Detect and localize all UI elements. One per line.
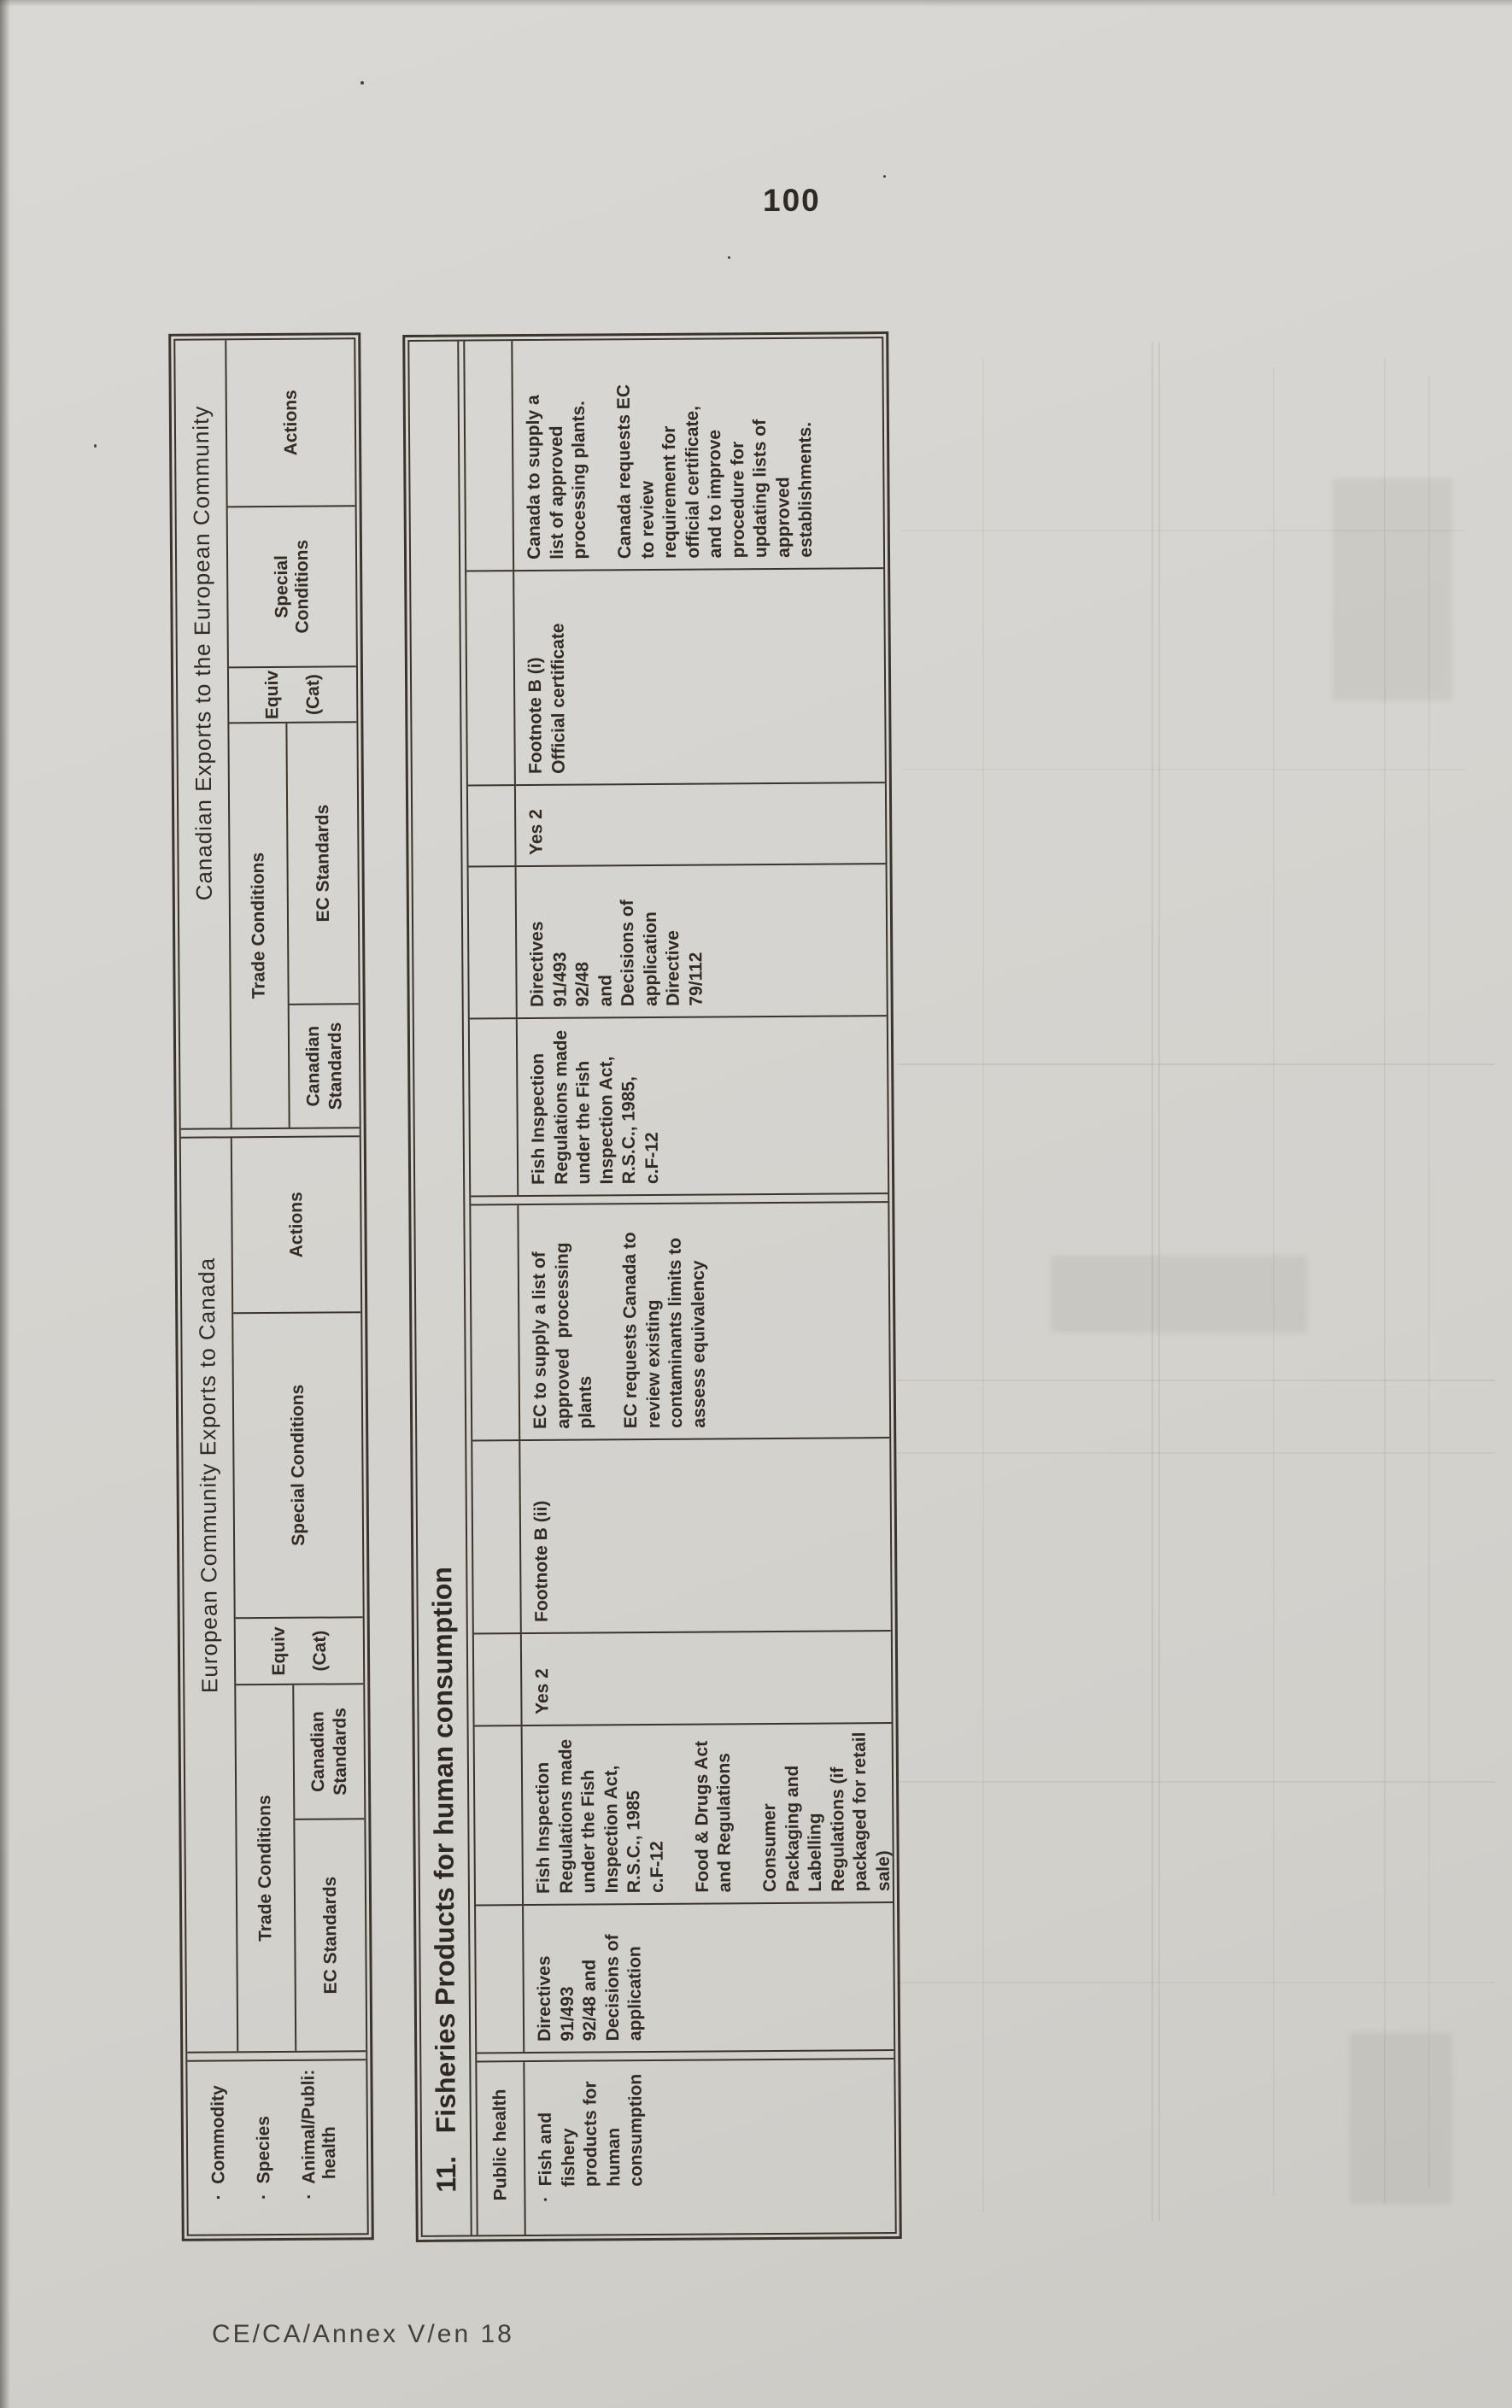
canadian-standards-header: Canadian Standards [294,1684,365,1820]
scan-edge-shadow-top [0,0,1512,7]
bleed-through-line [1158,342,1160,2221]
bleed-through-line [897,1781,1495,1783]
bleed-through-smudge [1333,478,1452,700]
special-conditions-cell: Footnote B (i) Official certificate [525,623,569,775]
ink-speck [883,175,886,178]
actions-header: Actions [226,339,355,508]
bleed-through-line [897,1063,1495,1065]
commodity-column: Public health · Fish and fishery product… [477,2059,896,2235]
cat-header: (Cat) [302,674,323,716]
footer-reference: CE/CA/Annex V/en 18 [212,2320,514,2348]
special-conditions-cell: Footnote B (ii) [530,1500,552,1622]
commodity-species-header-cell: · Commodity · Species · Animal/Publi: he… [187,2060,366,2234]
ec-standards-header: EC Standards [287,723,359,1005]
bleed-through-line [897,1452,1495,1454]
page-number: 100 [763,183,821,218]
special-conditions-column: Footnote B (ii) [472,1438,894,1635]
equiv-header-cell: Equiv (Cat) [228,667,357,724]
ca-exports-column-headers: Trade Conditions Canadian Standards EC S… [226,339,359,1128]
public-health-row-cell [465,341,515,571]
actions-column: EC to supply a list of approved processi… [471,1203,893,1442]
animal-public-health-header-label: · Animal/Publi: health [298,2069,340,2200]
equiv-column: Yes 2 [473,1632,894,1727]
public-health-row-cell [467,786,517,866]
actions-header: Actions [231,1137,361,1315]
trade-conditions-header: Trade Conditions [229,723,290,1128]
ec-standards-cell: Directives 91/493 92/48 and Decisions of… [527,899,706,1008]
bleed-through-line [1273,367,1275,2195]
equiv-header-cell: Equiv (Cat) [235,1618,364,1686]
ec-exports-title-text: European Community Exports to Canada [193,1257,222,1694]
ec-standards-column-ca: Directives 91/493 92/48 and Decisions of… [468,864,889,1020]
body-table-inner: 11. Fisheries Products for human consump… [407,337,897,2237]
equiv-column-ca: Yes 2 [467,783,888,868]
actions-cell: Canada to supply a list of approved proc… [523,384,817,560]
ca-exports-header-section: Canadian Exports to the European Communi… [175,339,359,1128]
ink-speck [728,256,730,259]
actions-column-ca: Canada to supply a list of approved proc… [465,338,887,572]
canadian-standards-column-ca: Fish Inspection Regulations made under t… [469,1017,890,1196]
special-conditions-column-ca: Footnote B (i) Official certificate [466,569,888,787]
ca-exports-title: Canadian Exports to the European Communi… [175,340,232,1128]
actions-cell: EC to supply a list of approved processi… [529,1232,709,1429]
double-divider [187,2050,366,2062]
public-health-row-cell [474,1726,525,1905]
ec-standards-cell: Directives 91/493 92/48 and Decisions of… [534,1934,646,2042]
public-health-row-cell [476,1906,525,2053]
public-health-row-cell [469,1019,519,1196]
commodity-cell: · Fish and fishery products for human co… [535,2073,647,2202]
bleed-through-line [897,1982,1495,1983]
bleed-through-line [1384,359,1386,2204]
bleed-through-line [897,1380,1495,1381]
species-header-label: · Species [253,2115,274,2200]
canadian-standards-cell: Fish Inspection Regulations made under t… [532,1731,894,1894]
equiv-header: Equiv [268,1626,289,1676]
bleed-through-line [1152,342,1153,2221]
public-health-row-cell [472,1441,522,1633]
ink-speck [360,81,364,85]
ca-exports-title-text: Canadian Exports to the European Communi… [187,405,217,901]
ec-exports-column-headers: Trade Conditions EC Standards Canadian S… [231,1137,366,2052]
public-health-row-cell [468,867,518,1018]
ec-exports-header-section: European Community Exports to Canada Tra… [180,1137,366,2052]
ink-speck [94,444,97,448]
body-columns: Public health · Fish and fishery product… [463,338,897,2235]
bleed-through-line [982,359,984,2212]
ec-exports-title: European Community Exports to Canada [180,1138,239,2052]
canadian-standards-header: Canadian Standards [302,1022,346,1110]
public-health-row-cell [471,1205,521,1440]
bleed-through-smudge [1051,1256,1307,1333]
trade-conditions-header: Trade Conditions [236,1684,297,2052]
equiv-cell: Yes 2 [526,809,547,856]
header-band-table: · Commodity · Species · Animal/Publi: he… [168,332,374,2241]
scan-edge-shadow [0,0,10,2408]
header-band-inner: · Commodity · Species · Animal/Publi: he… [173,337,369,2236]
equiv-cell: Yes 2 [532,1668,553,1714]
canadian-standards-column: Fish Inspection Regulations made under t… [474,1724,896,1907]
canadian-standards-cell: Fish Inspection Regulations made under t… [528,1029,662,1186]
trade-conditions-group: Trade Conditions EC Standards Canadian S… [236,1684,366,2052]
body-table: 11. Fisheries Products for human consump… [402,331,902,2242]
trade-conditions-group: Trade Conditions Canadian Standards EC S… [229,723,359,1128]
public-health-label: Public health [477,2062,526,2235]
public-health-row-cell [473,1634,523,1725]
ec-standards-header: EC Standards [319,1876,341,1995]
bleed-through-line [901,530,1465,531]
bleed-through-smudge [1350,2033,1452,2204]
bleed-through-line [1428,376,1430,2187]
special-conditions-header: Special Conditions [227,507,356,669]
equiv-header: Equiv [261,670,282,720]
public-health-row-cell [466,571,516,785]
ec-standards-column: Directives 91/493 92/48 and Decisions of… [476,1903,896,2053]
double-divider [180,1127,360,1139]
cat-header: (Cat) [309,1630,330,1672]
special-conditions-header: Special Conditions [233,1313,363,1620]
commodity-header-label: · Commodity [208,2085,229,2200]
bleed-through-line [901,769,1465,770]
